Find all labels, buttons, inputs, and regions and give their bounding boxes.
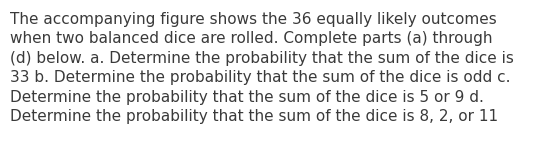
Text: The accompanying figure shows the 36 equally likely outcomes
when two balanced d: The accompanying figure shows the 36 equ… <box>10 12 514 124</box>
